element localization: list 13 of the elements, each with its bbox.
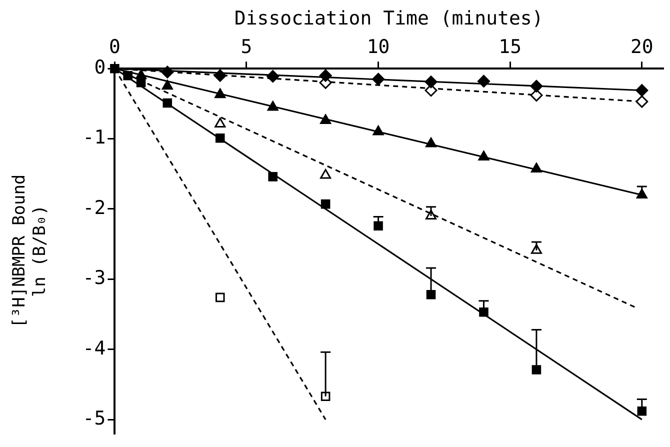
y-tick-label: 0 [94,56,106,79]
x-tick-label: 15 [498,36,522,58]
y-tick-label: -2 [82,196,106,219]
y-tick-label: -5 [82,408,106,430]
y-tick-label: -1 [82,126,106,149]
x-axis-title: Dissociation Time (minutes) [234,7,544,30]
y-axis-title: [³H]NBMPR Bound ln (B/B₀) [10,174,50,328]
x-tick-label: 0 [108,36,120,58]
y-tick-label: -3 [82,267,106,290]
x-tick-label: 5 [240,36,252,58]
y-tick-label: -4 [82,337,106,360]
x-tick-label: 20 [630,36,654,58]
x-tick-label: 10 [366,36,390,58]
